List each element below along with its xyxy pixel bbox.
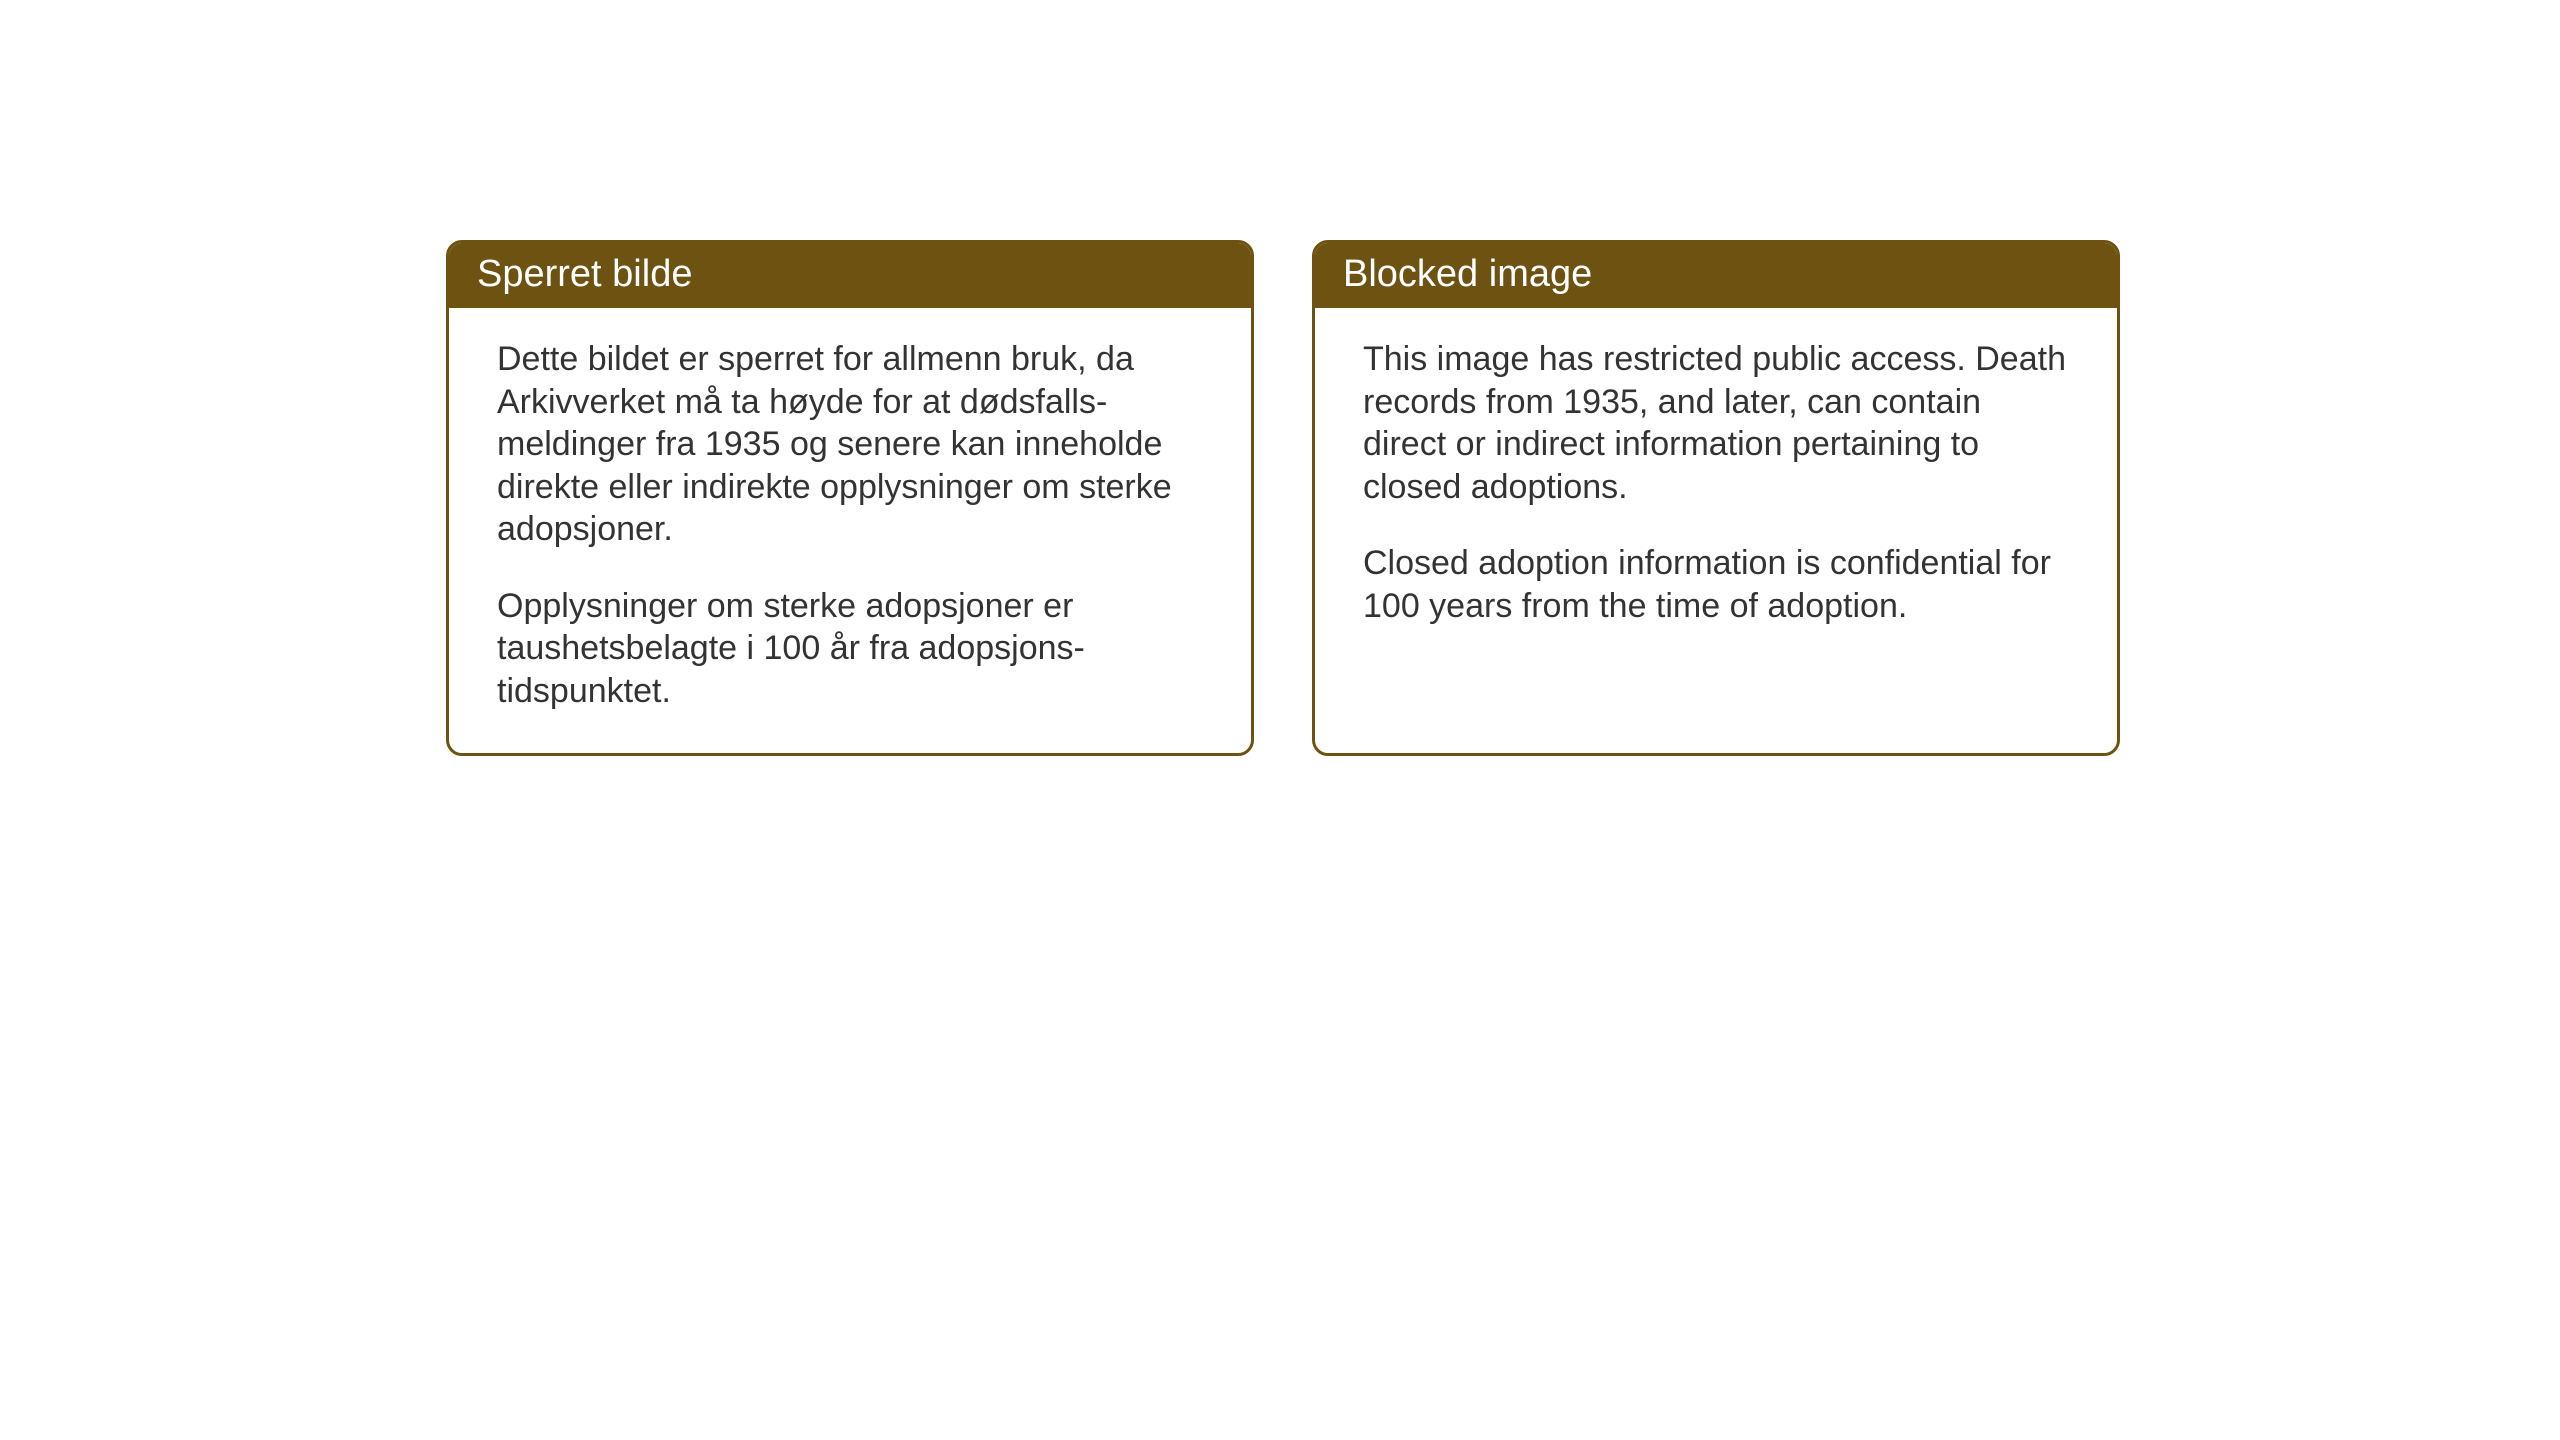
notice-body-english: This image has restricted public access.… [1315,308,2117,753]
notice-paragraph: This image has restricted public access.… [1363,338,2069,508]
notice-card-english: Blocked image This image has restricted … [1312,240,2120,756]
notice-paragraph: Dette bildet er sperret for allmenn bruk… [497,338,1203,551]
notice-card-norwegian: Sperret bilde Dette bildet er sperret fo… [446,240,1254,756]
notice-header-norwegian: Sperret bilde [449,243,1251,308]
notice-body-norwegian: Dette bildet er sperret for allmenn bruk… [449,308,1251,753]
notice-container: Sperret bilde Dette bildet er sperret fo… [446,240,2120,756]
notice-header-english: Blocked image [1315,243,2117,308]
notice-paragraph: Closed adoption information is confident… [1363,542,2069,627]
notice-paragraph: Opplysninger om sterke adopsjoner er tau… [497,585,1203,713]
